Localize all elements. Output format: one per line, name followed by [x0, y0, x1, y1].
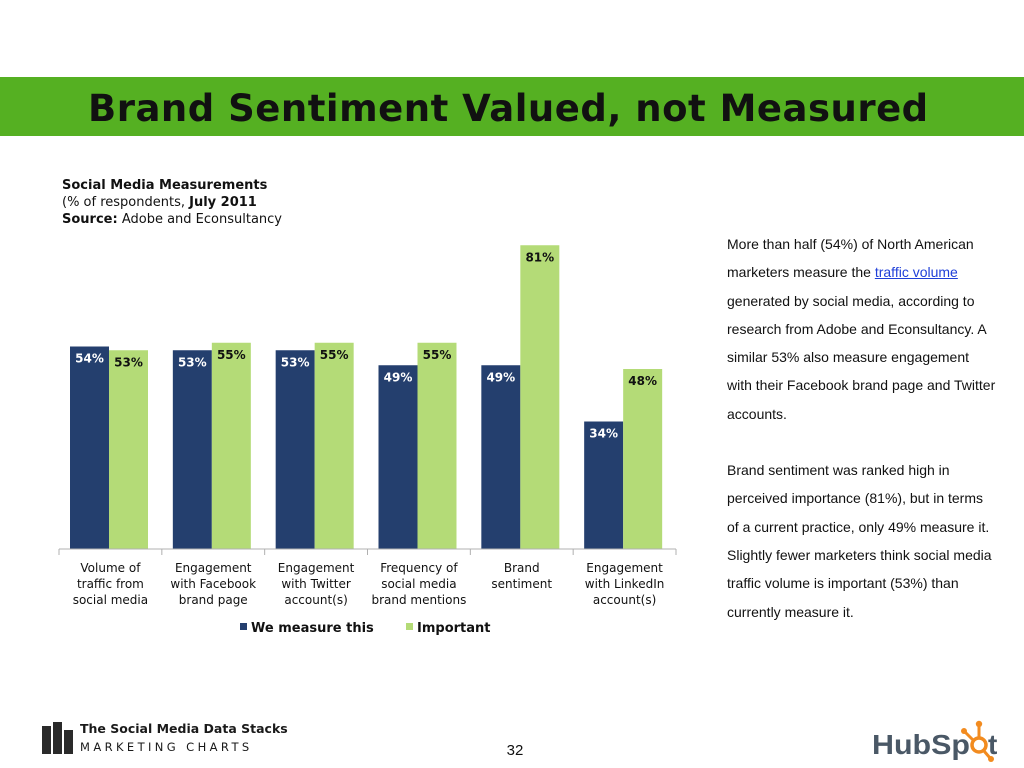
bar-chart: 54% 53% 53% 55% 53% 55% 49% 55% 49% 81% 34% 48% Vol…	[58, 245, 677, 636]
legend: We measure this Important	[240, 621, 491, 636]
category-label: Brand sentiment	[491, 561, 552, 591]
bar-value-label: 34%	[589, 427, 618, 441]
chart-subline-date: July 2011	[189, 195, 257, 210]
chart-source-value: Adobe and Econsultancy	[117, 212, 282, 227]
category-label: Engagement with LinkedIn account(s)	[585, 561, 665, 607]
marketing-charts-logo: The Social Media Data Stacks MARKETING C…	[42, 721, 288, 758]
chart-subline: (% of respondents, July 2011	[62, 194, 282, 211]
logo-title: The Social Media Data Stacks	[80, 721, 288, 736]
logo-bar	[53, 722, 62, 754]
bar-value-label: 53%	[114, 355, 143, 369]
slide-title: Brand Sentiment Valued, not Measured	[88, 87, 929, 130]
bar-important-0	[109, 350, 148, 549]
chart-heading: Social Media Measurements	[62, 178, 268, 193]
bar-important-3	[417, 342, 457, 549]
commentary-p1-end: generated by social media, according to …	[727, 292, 996, 422]
hubspot-wordmark: HubSp	[872, 729, 970, 760]
bar-chart-logo-icon	[42, 722, 74, 754]
chart-subline-prefix: (% of respondents,	[62, 195, 190, 210]
legend-label: Important	[417, 621, 491, 636]
chart-source-block: Social Media Measurements (% of responde…	[62, 177, 282, 228]
category-label: Engagement with Twitter account(s)	[278, 561, 355, 607]
bar-value-label: 55%	[320, 348, 349, 362]
x-axis-ticks	[58, 549, 677, 555]
sprocket-icon	[961, 720, 994, 762]
bar-value-label: 53%	[281, 355, 310, 369]
traffic-volume-link[interactable]: traffic volume	[874, 264, 958, 281]
bar-value-label: 55%	[423, 348, 452, 362]
hubspot-logo: HubSp t	[872, 720, 997, 762]
bar-important-5	[623, 369, 663, 549]
bars-layer: 54% 53% 53% 55% 53% 55% 49% 55% 49% 81% 34% 48%	[70, 245, 663, 549]
bar-value-label: 48%	[628, 374, 657, 388]
paragraph-gap	[727, 428, 997, 456]
bar-we-measure-2	[275, 350, 315, 549]
side-commentary: More than half (54%) of North American m…	[727, 230, 997, 626]
legend-swatch	[406, 623, 413, 630]
commentary-paragraph-1: More than half (54%) of North American m…	[727, 230, 997, 428]
bar-we-measure-3	[378, 365, 418, 549]
bar-value-label: 54%	[75, 352, 104, 366]
bar-value-label: 81%	[525, 250, 554, 264]
bar-value-label: 49%	[384, 370, 413, 384]
bar-value-label: 53%	[178, 355, 207, 369]
hubspot-wordmark-t: t	[988, 729, 997, 760]
bar-value-label: 49%	[486, 370, 515, 384]
bar-value-label: 55%	[217, 348, 246, 362]
bar-we-measure-5	[584, 421, 624, 549]
bar-important-1	[211, 342, 251, 549]
bar-we-measure-1	[172, 350, 212, 549]
commentary-paragraph-2: Brand sentiment was ranked high in perce…	[727, 462, 992, 620]
chart-source: Source: Adobe and Econsultancy	[62, 211, 282, 228]
category-label: Engagement with Facebook brand page	[170, 561, 256, 607]
commentary-p1-start: More than half (54%) of North American m…	[727, 236, 974, 281]
category-label: Frequency of social media brand mentions	[371, 561, 466, 607]
category-label: Volume of traffic from social media	[73, 561, 148, 607]
bar-important-2	[314, 342, 354, 549]
chart-source-label: Source:	[62, 212, 118, 227]
bar-we-measure-0	[70, 346, 109, 549]
legend-label: We measure this	[251, 621, 374, 636]
logo-subtitle: MARKETING CHARTS	[80, 740, 253, 754]
logo-bar	[64, 730, 73, 754]
bar-important-4	[520, 245, 560, 549]
logo-bar	[42, 726, 51, 754]
page-number: 32	[506, 742, 524, 759]
category-labels: Volume of traffic from social media Engagem…	[73, 561, 665, 607]
legend-swatch	[240, 623, 247, 630]
bar-we-measure-4	[481, 365, 521, 549]
title-bar	[0, 77, 1024, 136]
